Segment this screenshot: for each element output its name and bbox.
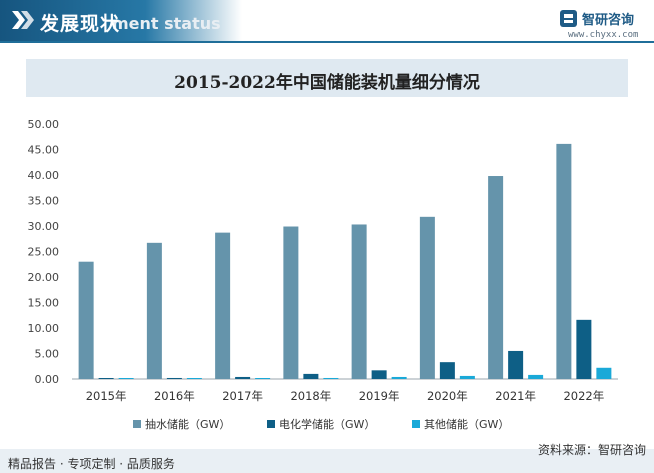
x-tick-label: 2019年 — [359, 389, 400, 403]
section-header: ment status 发展现状 — [0, 0, 654, 44]
bar-electrochemical — [508, 350, 524, 379]
x-tick-label: 2015年 — [86, 389, 127, 403]
bar-other — [596, 367, 612, 379]
x-tick-label: 2021年 — [495, 389, 536, 403]
legend-label: 其他储能（GW） — [424, 417, 509, 431]
footer-source: 资料来源：智研咨询 — [537, 443, 646, 457]
bar-pumped — [488, 176, 504, 379]
y-tick-label: 30.00 — [28, 220, 60, 233]
brand: 智研咨询 www.chyxx.com — [560, 8, 650, 42]
y-tick-label: 40.00 — [28, 169, 60, 182]
brand-url: www.chyxx.com — [568, 30, 639, 40]
header-title: 发展现状 — [40, 13, 121, 35]
chart-title-band: 2015-2022年中国储能装机量细分情况 — [26, 59, 628, 97]
y-tick-label: 5.00 — [35, 348, 60, 361]
x-tick-label: 2022年 — [563, 389, 604, 403]
x-tick-label: 2017年 — [222, 389, 263, 403]
y-tick-label: 50.00 — [28, 118, 60, 131]
x-tick-label: 2016年 — [154, 389, 195, 403]
x-tick-label: 2018年 — [290, 389, 331, 403]
legend-swatch — [412, 420, 420, 428]
bar-other — [391, 376, 407, 379]
y-tick-label: 10.00 — [28, 322, 60, 335]
bar-other — [118, 378, 134, 379]
bar-pumped — [419, 216, 435, 379]
bar-pumped — [351, 224, 367, 379]
bar-electrochemical — [98, 378, 114, 379]
bar-other — [459, 375, 475, 379]
chart-title: 2015-2022年中国储能装机量细分情况 — [174, 73, 480, 93]
legend-label: 抽水储能（GW） — [145, 417, 230, 431]
y-tick-label: 35.00 — [28, 195, 60, 208]
y-tick-label: 20.00 — [28, 271, 60, 284]
legend-swatch — [267, 420, 275, 428]
bar-pumped — [146, 242, 162, 379]
y-tick-label: 0.00 — [35, 373, 60, 386]
bar-electrochemical — [576, 319, 592, 379]
footer: 精品报告 · 专项定制 · 品质服务 — [0, 449, 654, 473]
x-tick-label: 2020年 — [427, 389, 468, 403]
brand-logo-icon — [560, 10, 577, 27]
bar-pumped — [78, 261, 94, 379]
bar-pumped — [556, 143, 572, 379]
brand-name: 智研咨询 — [582, 13, 635, 28]
double-chevron-icon — [12, 11, 34, 29]
bar-other — [255, 378, 271, 379]
bar-electrochemical — [371, 370, 387, 379]
header-ghost-text: ment status — [112, 14, 221, 33]
bar-electrochemical — [235, 376, 251, 379]
bar-other — [323, 377, 339, 379]
bar-pumped — [215, 232, 231, 379]
bar-electrochemical — [166, 377, 182, 379]
bar-pumped — [283, 226, 299, 379]
header-divider — [0, 41, 654, 43]
bar-other — [186, 378, 202, 379]
bar-electrochemical — [303, 373, 319, 379]
footer-tagline: 精品报告 · 专项定制 · 品质服务 — [8, 457, 175, 471]
bar-other — [528, 374, 544, 379]
y-tick-label: 25.00 — [28, 246, 60, 259]
y-tick-label: 15.00 — [28, 297, 60, 310]
legend-label: 电化学储能（GW） — [279, 417, 375, 431]
header-bar — [0, 0, 242, 41]
bar-electrochemical — [439, 362, 455, 379]
legend-swatch — [133, 420, 141, 428]
y-tick-label: 45.00 — [28, 144, 60, 157]
